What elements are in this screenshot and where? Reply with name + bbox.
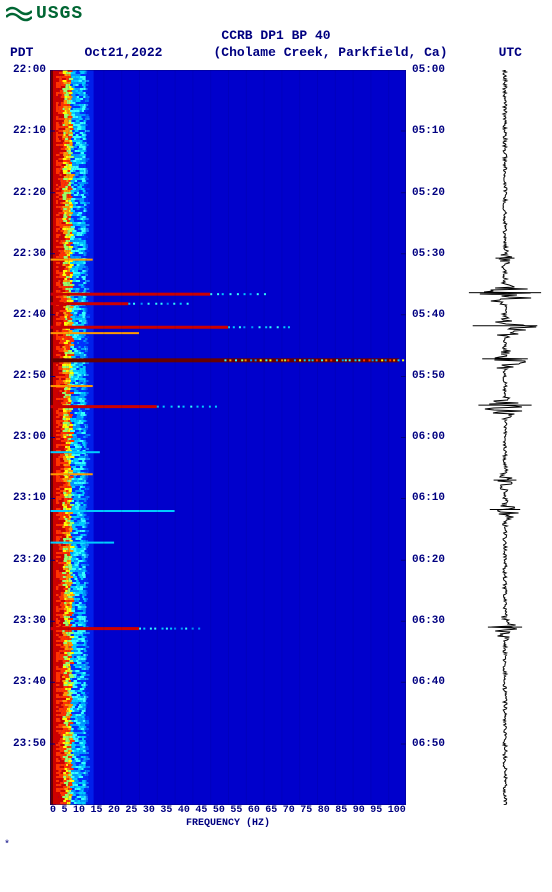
- y-tick-left: 23:40: [13, 676, 46, 688]
- x-tick: 30: [143, 805, 155, 816]
- seismogram-trace: [465, 70, 545, 805]
- x-axis-label: FREQUENCY (HZ): [50, 818, 406, 829]
- x-tick: 75: [300, 805, 312, 816]
- x-tick: 100: [388, 805, 406, 816]
- x-axis-ticks: 05 10 15 20 25 30 35 40 45 50 55 60 65 70 75 80 85 90 95 10…: [50, 805, 406, 816]
- y-tick-right: 05:00: [412, 64, 445, 76]
- usgs-wave-icon: [6, 5, 32, 23]
- y-tick-right: 06:10: [412, 492, 445, 504]
- x-tick: 70: [283, 805, 295, 816]
- y-tick-right: 05:30: [412, 248, 445, 260]
- footer-mark: *: [0, 840, 552, 851]
- usgs-logo: USGS: [0, 0, 552, 28]
- y-tick-right: 06:00: [412, 431, 445, 443]
- y-tick-left: 22:40: [13, 309, 46, 321]
- x-tick: 55: [230, 805, 242, 816]
- left-timezone: PDT: [10, 45, 33, 62]
- y-tick-right: 06:50: [412, 738, 445, 750]
- x-tick: 45: [195, 805, 207, 816]
- x-tick: 95: [370, 805, 382, 816]
- chart-title: CCRB DP1 BP 40: [0, 28, 552, 45]
- usgs-logo-text: USGS: [36, 4, 83, 24]
- spectrogram-plot: [50, 70, 406, 805]
- y-tick-left: 23:10: [13, 492, 46, 504]
- x-tick: 40: [178, 805, 190, 816]
- x-tick: 25: [125, 805, 137, 816]
- y-tick-left: 23:30: [13, 615, 46, 627]
- y-tick-left: 22:30: [13, 248, 46, 260]
- y-tick-right: 05:20: [412, 187, 445, 199]
- x-tick: 85: [335, 805, 347, 816]
- y-tick-left: 23:50: [13, 738, 46, 750]
- y-tick-left: 23:20: [13, 554, 46, 566]
- y-tick-left: 22:10: [13, 125, 46, 137]
- y-tick-right: 05:40: [412, 309, 445, 321]
- right-timezone: UTC: [499, 45, 522, 62]
- chart-date: Oct21,2022: [84, 45, 162, 62]
- x-tick: 80: [318, 805, 330, 816]
- y-axis-right: 05:0005:1005:2005:3005:4005:5006:0006:10…: [410, 70, 450, 805]
- x-tick: 0: [50, 805, 56, 816]
- y-tick-right: 05:10: [412, 125, 445, 137]
- y-tick-left: 22:20: [13, 187, 46, 199]
- y-tick-left: 23:00: [13, 431, 46, 443]
- x-tick: 35: [160, 805, 172, 816]
- x-tick: 5: [61, 805, 67, 816]
- y-tick-right: 06:30: [412, 615, 445, 627]
- x-tick: 50: [213, 805, 225, 816]
- x-tick: 10: [73, 805, 85, 816]
- x-tick: 90: [353, 805, 365, 816]
- x-axis: 05 10 15 20 25 30 35 40 45 50 55 60 65 70 75 80 85 90 95 10…: [50, 805, 406, 829]
- y-tick-right: 05:50: [412, 370, 445, 382]
- x-tick: 15: [90, 805, 102, 816]
- x-tick: 60: [248, 805, 260, 816]
- y-tick-right: 06:40: [412, 676, 445, 688]
- y-axis-left: 22:0022:1022:2022:3022:4022:5023:0023:10…: [0, 70, 48, 805]
- y-tick-left: 22:00: [13, 64, 46, 76]
- chart-location: (Cholame Creek, Parkfield, Ca): [213, 45, 447, 62]
- chart-area: 22:0022:1022:2022:3022:4022:5023:0023:10…: [0, 70, 552, 840]
- y-tick-left: 22:50: [13, 370, 46, 382]
- x-tick: 20: [108, 805, 120, 816]
- x-tick: 65: [265, 805, 277, 816]
- y-tick-right: 06:20: [412, 554, 445, 566]
